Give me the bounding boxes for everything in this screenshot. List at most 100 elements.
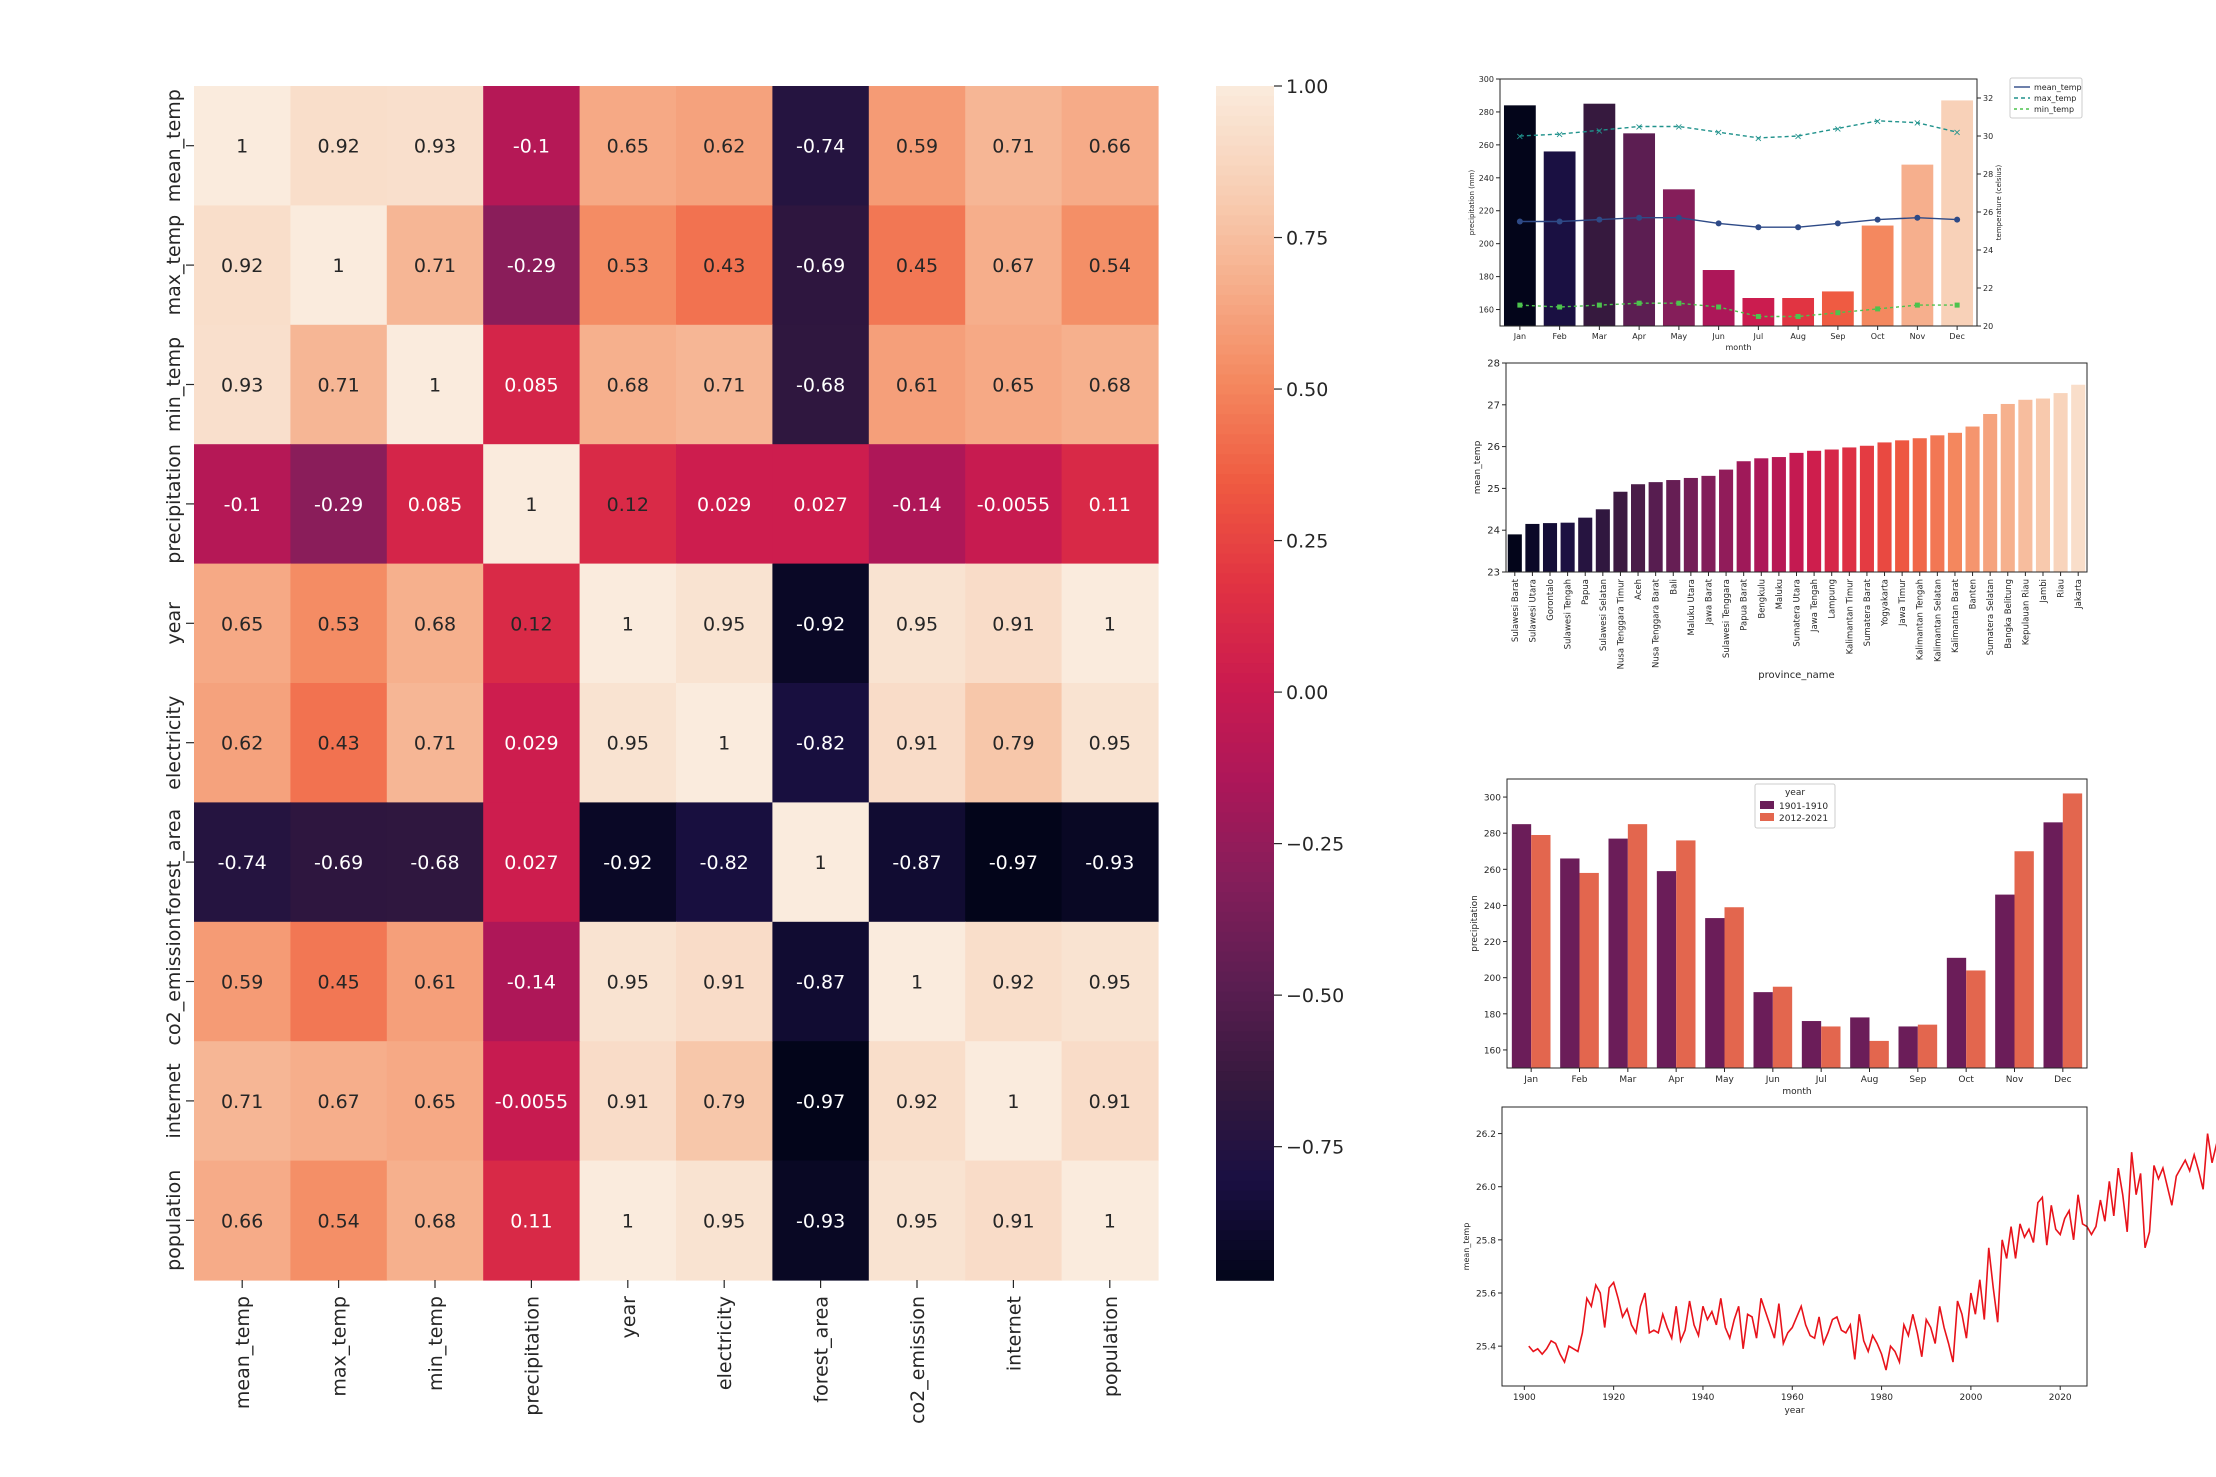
- x-tick-label: Lampung: [1828, 579, 1838, 619]
- y-tick-label: 26.2: [1476, 1130, 1496, 1140]
- heatmap-cell-label: 0.68: [607, 375, 649, 397]
- month-precip-bar: [1742, 298, 1775, 326]
- x-tick-label: Bangka Belitung: [2004, 579, 2014, 649]
- colorbar-segment: [1216, 722, 1274, 734]
- colorbar-segment: [1216, 1220, 1274, 1232]
- heatmap-cell-label: 1: [1104, 1210, 1116, 1232]
- heatmap-cell-label: 1: [622, 613, 634, 635]
- province-bar: [1895, 440, 1910, 572]
- colorbar-segment: [1216, 1200, 1274, 1212]
- heatmap-cell: [868, 921, 966, 1042]
- y-tick-label: 180: [1479, 273, 1494, 282]
- colorbar-segment: [1216, 573, 1274, 585]
- colorbar-segment: [1216, 533, 1274, 545]
- colorbar-segment: [1216, 1190, 1274, 1202]
- colorbar-segment: [1216, 702, 1274, 714]
- heatmap-cell: [965, 563, 1063, 684]
- heatmap-cell: [579, 205, 677, 326]
- colorbar-tick-label: −0.25: [1286, 834, 1344, 856]
- heatmap-cell-label: 0.71: [703, 375, 745, 397]
- y-tick-label: forest_area: [163, 809, 185, 916]
- x-tick-label: 1940: [1692, 1393, 1715, 1403]
- province-bar: [1666, 480, 1681, 572]
- x-tick-label: Jakarta: [2074, 579, 2084, 610]
- heatmap-cell: [1061, 1160, 1159, 1281]
- temp-marker-x: ×: [1913, 118, 1921, 129]
- heatmap-cell: [290, 205, 388, 326]
- colorbar-segment: [1216, 812, 1274, 824]
- heatmap-cell: [1061, 683, 1159, 803]
- colorbar-segment: [1216, 95, 1274, 107]
- x-tick-label: Sumatera Selatan: [1986, 579, 1996, 655]
- colorbar-segment: [1216, 692, 1274, 704]
- province-bar: [1983, 413, 1998, 572]
- heatmap-cell: [194, 324, 291, 445]
- province-bar: [1754, 458, 1769, 572]
- heatmap-cell-label: 0.59: [896, 136, 938, 158]
- temp-marker-point: [1954, 302, 1960, 308]
- colorbar-segment: [1216, 1180, 1274, 1192]
- heatmap-cell-label: -0.97: [796, 1091, 845, 1113]
- temp-marker-point: [1716, 304, 1722, 310]
- heatmap-cell-label: 0.91: [896, 733, 938, 755]
- colorbar-segment: [1216, 553, 1274, 565]
- colorbar-segment: [1216, 364, 1274, 376]
- temp-line-min_temp: [1519, 302, 1958, 318]
- heatmap-cell: [483, 1041, 581, 1162]
- heatmap-cell-label: 0.53: [607, 255, 649, 277]
- x-tick-label: precipitation: [521, 1296, 543, 1416]
- heatmap-cell: [483, 444, 581, 565]
- temp-marker-x: ×: [1794, 132, 1802, 143]
- heatmap-cell-label: -0.29: [507, 255, 556, 277]
- y-axis-label: precipitation (mm): [1468, 170, 1476, 236]
- colorbar-segment: [1216, 643, 1274, 654]
- colorbar-segment: [1216, 782, 1274, 794]
- heatmap-cell-label: -0.14: [507, 972, 556, 994]
- province-bar: [1507, 534, 1522, 572]
- heatmap-cell: [772, 1041, 870, 1162]
- colorbar-tick-label: −0.50: [1286, 985, 1344, 1007]
- x-axis-label: month: [1782, 1087, 1811, 1097]
- temp-marker-point: [1875, 306, 1881, 312]
- colorbar-segment: [1216, 394, 1274, 406]
- heatmap-cell-label: 0.92: [896, 1091, 938, 1113]
- precip-bar-1901-1910: [1511, 824, 1532, 1068]
- heatmap-cell-label: 1: [718, 733, 730, 755]
- month-precip-bar: [1623, 133, 1656, 326]
- province-bar: [1789, 452, 1804, 572]
- x-tick-label: Gorontalo: [1546, 579, 1556, 621]
- heatmap-cell: [290, 921, 388, 1042]
- colorbar-segment: [1216, 842, 1274, 853]
- heatmap-cell-label: -0.1: [224, 494, 261, 516]
- heatmap-cell: [386, 921, 484, 1042]
- precip-bar-1901-1910: [1801, 1021, 1822, 1068]
- temp-marker-x: ×: [1754, 133, 1762, 144]
- legend-label: 2012-2021: [1779, 814, 1828, 824]
- yearly-mean-temp-chart: 25.4 25.6 25.8 26.0 26.2 1900 1920 1940 1960 1980…: [1462, 1106, 2216, 1416]
- colorbar-segment: [1216, 1130, 1274, 1142]
- precip-bar-2012-2021: [1821, 1026, 1841, 1068]
- x-tick-label: Sulawesi Tenggara: [1722, 579, 1732, 658]
- heatmap-cell-label: 0.54: [317, 1210, 359, 1232]
- heatmap-cell: [290, 1041, 388, 1162]
- heatmap-cell-label: -0.68: [410, 852, 459, 874]
- heatmap-cell: [1061, 802, 1159, 923]
- heatmap-cell-label: -0.69: [796, 255, 845, 277]
- province-bar: [2000, 403, 2015, 572]
- x-tick-label: May: [1715, 1075, 1734, 1085]
- y-tick-label: 260: [1479, 141, 1494, 150]
- colorbar-segment: [1216, 424, 1274, 436]
- colorbar-segment: [1216, 891, 1274, 903]
- colorbar-segment: [1216, 623, 1274, 635]
- province-bar: [1965, 426, 1980, 572]
- colorbar-segment: [1216, 931, 1274, 943]
- y-tick-label: electricity: [163, 696, 185, 790]
- y-tick-label: 280: [1479, 108, 1494, 117]
- heatmap-cell-label: 1: [333, 255, 345, 277]
- colorbar-segment: [1216, 732, 1274, 744]
- colorbar-segment: [1216, 255, 1274, 266]
- heatmap-cell-label: 0.59: [221, 972, 263, 994]
- colorbar-segment: [1216, 1031, 1274, 1042]
- heatmap-cell: [194, 205, 291, 326]
- precip-bar-2012-2021: [1724, 907, 1744, 1068]
